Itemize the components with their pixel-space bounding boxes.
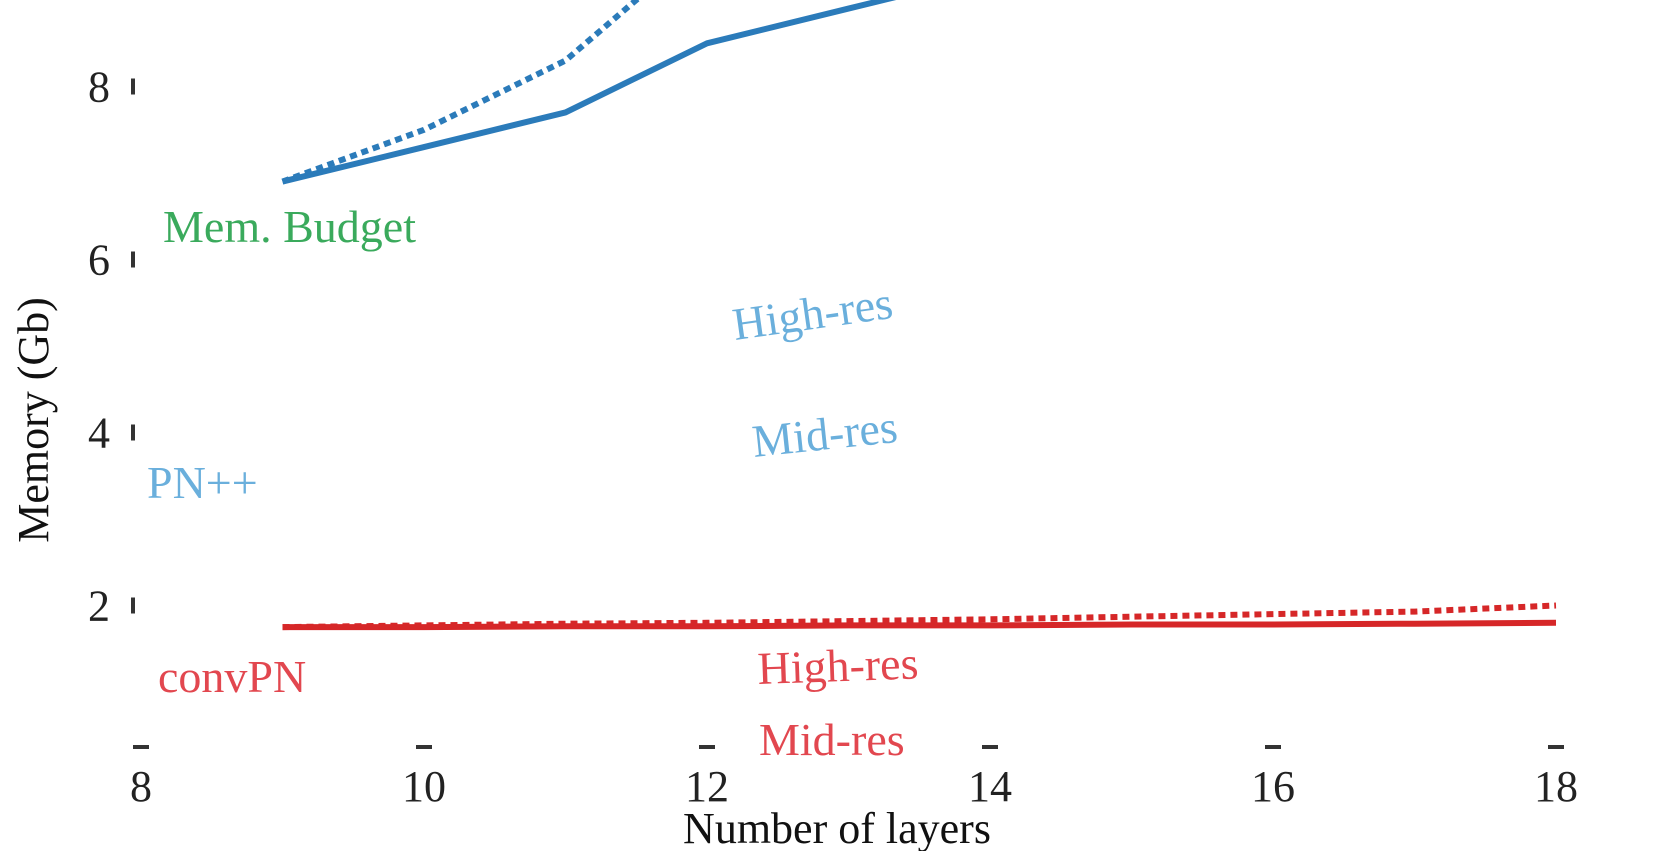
y-axis: 246810121416 xyxy=(88,63,135,631)
convpn-high-res-label: High-res xyxy=(757,637,920,694)
x-tick-label: 18 xyxy=(1534,762,1578,811)
y-tick-label: 8 xyxy=(88,63,110,112)
pnpp-high-res-label: High-res xyxy=(729,277,896,350)
x-tick-label: 12 xyxy=(685,762,729,811)
series-lines xyxy=(281,0,1557,631)
convpn-group-label: convPN xyxy=(158,651,306,702)
pnpp-mid-res-label: Mid-res xyxy=(750,401,900,467)
pnpp-group-label: PN++ xyxy=(147,457,258,508)
x-axis: 8 10 12 14 16 18 xyxy=(130,745,1578,811)
y-tick-label: 4 xyxy=(88,409,110,458)
convpn-mid-res-line xyxy=(282,619,1557,631)
x-tick-label: 16 xyxy=(1251,762,1295,811)
pnpp-mid-res-line xyxy=(281,0,897,185)
y-tick-label: 6 xyxy=(88,236,110,285)
pnpp-high-res-line xyxy=(281,0,641,185)
y-tick-label: 2 xyxy=(88,582,110,631)
x-tick-label: 8 xyxy=(130,762,152,811)
x-tick-label: 14 xyxy=(968,762,1012,811)
x-tick-label: 10 xyxy=(402,762,446,811)
convpn-mid-res-label: Mid-res xyxy=(759,714,905,765)
convpn-high-res-line xyxy=(282,602,1557,631)
mem-budget-label: Mem. Budget xyxy=(163,201,416,252)
y-axis-title: Memory (Gb) xyxy=(9,297,58,543)
x-axis-title: Number of layers xyxy=(683,804,991,851)
